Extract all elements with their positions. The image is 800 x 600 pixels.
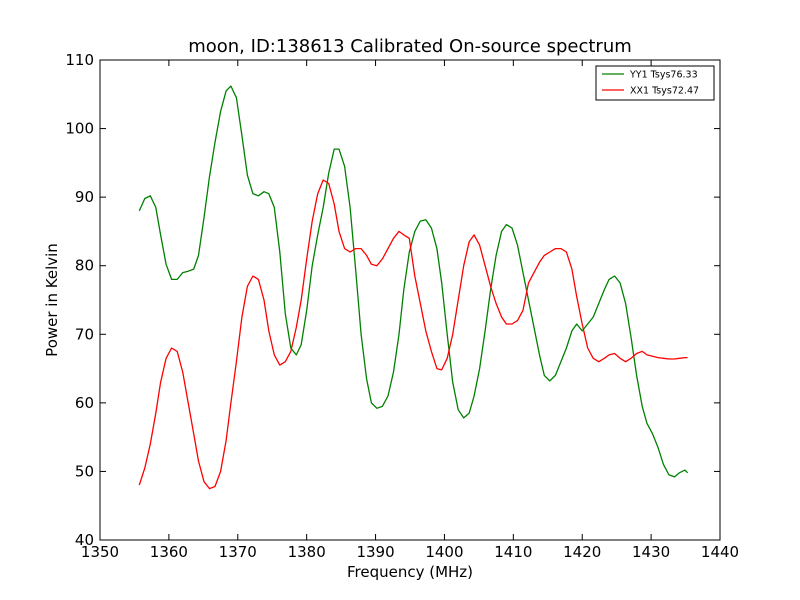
legend: YY1 Tsys76.33 XX1 Tsys72.47 xyxy=(595,65,715,101)
x-tick-label: 1430 xyxy=(632,543,670,561)
x-tick-label: 1370 xyxy=(219,543,257,561)
y-tick-label: 100 xyxy=(65,120,94,138)
plot-area xyxy=(99,59,721,541)
x-tick-label: 1390 xyxy=(356,543,394,561)
y-tick-label: 70 xyxy=(75,325,94,343)
y-tick-label: 90 xyxy=(75,188,94,206)
y-tick-label: 110 xyxy=(65,51,94,69)
legend-label-yy1: YY1 Tsys76.33 xyxy=(629,70,698,81)
x-tick-label: 1420 xyxy=(563,543,601,561)
legend-label-xx1: XX1 Tsys72.47 xyxy=(630,86,699,97)
x-axis: 1350 1360 1370 1380 1390 1400 1410 1420 1430 1440 xyxy=(81,60,739,561)
x-axis-label: Frequency (MHz) xyxy=(347,563,473,581)
series-layer xyxy=(138,85,689,490)
y-tick-label: 50 xyxy=(75,462,94,480)
x-tick-label: 1440 xyxy=(701,543,739,561)
y-tick-label: 40 xyxy=(75,531,94,549)
y-tick-label: 80 xyxy=(75,257,94,275)
series-line-xx1 xyxy=(138,179,688,490)
y-axis-label: Power in Kelvin xyxy=(43,243,61,357)
y-tick-label: 60 xyxy=(75,394,94,412)
x-tick-label: 1380 xyxy=(288,543,326,561)
x-tick-label: 1350 xyxy=(81,543,119,561)
x-tick-label: 1400 xyxy=(425,543,463,561)
y-axis: 40 50 60 70 80 90 100 110 xyxy=(65,51,720,549)
legend-box xyxy=(595,65,715,101)
series-line-yy1 xyxy=(138,85,689,478)
x-tick-label: 1360 xyxy=(150,543,188,561)
chart-title: moon, ID:138613 Calibrated On-source spe… xyxy=(188,36,632,57)
x-tick-label: 1410 xyxy=(494,543,532,561)
plot-frame xyxy=(99,59,721,541)
